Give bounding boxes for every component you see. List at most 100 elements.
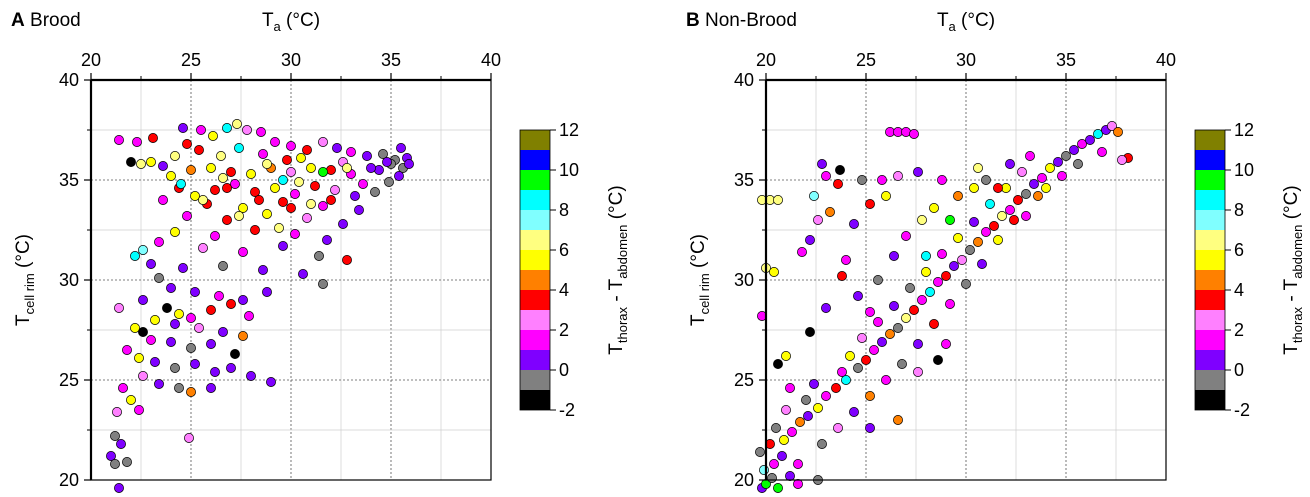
data-point — [773, 195, 783, 205]
data-point — [158, 195, 168, 205]
data-point — [1041, 183, 1051, 193]
data-point — [1077, 139, 1087, 149]
colorbar-swatch — [1195, 330, 1225, 350]
data-point — [997, 211, 1007, 221]
data-point — [170, 319, 180, 329]
data-point — [198, 195, 208, 205]
colorbar-tick-label: 0 — [1234, 360, 1244, 380]
x-tick-label: 40 — [481, 50, 501, 70]
data-point — [262, 287, 272, 297]
data-point — [937, 175, 947, 185]
x-tick-label: 25 — [856, 50, 876, 70]
data-point — [787, 427, 797, 437]
data-point — [1069, 145, 1079, 155]
data-point — [122, 457, 132, 467]
colorbar-tick-label: 6 — [1234, 240, 1244, 260]
data-point — [178, 263, 188, 273]
data-point — [877, 175, 887, 185]
data-point — [913, 167, 923, 177]
data-point — [901, 313, 911, 323]
data-point — [218, 261, 228, 271]
data-point — [126, 395, 136, 405]
y-tick-label: 40 — [59, 70, 79, 90]
y-axis-label-main: T — [688, 314, 709, 326]
data-point — [929, 319, 939, 329]
data-point — [132, 137, 142, 147]
data-point — [238, 247, 248, 257]
colorbar-tick-label: 4 — [1234, 280, 1244, 300]
data-point — [767, 473, 777, 483]
colorbar-tick-label: 0 — [559, 360, 569, 380]
data-point — [198, 243, 208, 253]
data-point — [889, 251, 899, 261]
data-point — [1005, 205, 1015, 215]
data-point — [114, 303, 124, 313]
data-point — [1073, 159, 1083, 169]
data-point — [174, 383, 184, 393]
data-point — [893, 323, 903, 333]
colorbar-label-sub-abdomen: abdomen — [1290, 225, 1305, 279]
colorbar-tick-label: 8 — [559, 200, 569, 220]
data-point — [170, 227, 180, 237]
data-point — [178, 123, 188, 133]
data-point — [835, 165, 845, 175]
data-point — [897, 359, 907, 369]
x-tick-label: 30 — [281, 50, 301, 70]
data-point — [773, 483, 783, 493]
data-point — [949, 261, 959, 271]
data-point — [338, 219, 348, 229]
data-point — [244, 311, 254, 321]
data-point — [833, 179, 843, 189]
data-point — [110, 431, 120, 441]
data-point — [194, 323, 204, 333]
data-point — [925, 287, 935, 297]
data-point — [809, 191, 819, 201]
data-point — [354, 205, 364, 215]
colorbar-swatch — [1195, 390, 1225, 410]
data-point — [921, 267, 931, 277]
y-tick-label: 30 — [734, 270, 754, 290]
data-point — [881, 375, 891, 385]
data-point — [1009, 215, 1019, 225]
colorbar-label-sub-abdomen: abdomen — [615, 225, 630, 279]
colorbar-label: Tthorax - Tabdomen (°C) — [606, 185, 630, 354]
data-point — [1017, 167, 1027, 177]
data-point — [254, 195, 264, 205]
x-tick-label: 25 — [181, 50, 201, 70]
data-point — [256, 127, 266, 137]
colorbar-swatch — [1195, 310, 1225, 330]
data-point — [182, 211, 192, 221]
data-point — [821, 391, 831, 401]
data-point — [210, 231, 220, 241]
data-point — [150, 315, 160, 325]
data-point — [957, 255, 967, 265]
data-point — [326, 195, 336, 205]
y-tick-label: 20 — [734, 470, 754, 490]
data-point — [138, 327, 148, 337]
colorbar-tick-label: 2 — [559, 320, 569, 340]
data-point — [214, 291, 224, 301]
data-point — [306, 199, 316, 209]
data-point — [290, 229, 300, 239]
data-point — [404, 159, 414, 169]
data-point — [146, 157, 156, 167]
colorbar-swatch — [1195, 250, 1225, 270]
y-tick-label: 20 — [59, 470, 79, 490]
data-point — [246, 371, 256, 381]
colorbar-swatch — [1195, 370, 1225, 390]
panel-title: A Brood — [11, 10, 81, 31]
data-point — [266, 377, 276, 387]
data-point — [1107, 121, 1117, 131]
data-point — [306, 163, 316, 173]
data-point — [166, 283, 176, 293]
colorbar-tick-label: 8 — [1234, 200, 1244, 220]
y-axis-label-sub: cell rim — [22, 273, 37, 314]
data-point — [174, 309, 184, 319]
colorbar-swatch — [520, 210, 550, 230]
data-point — [138, 371, 148, 381]
data-point — [849, 219, 859, 229]
data-point — [861, 355, 871, 365]
colorbar-frame — [519, 129, 551, 411]
data-point — [993, 183, 1003, 193]
data-point — [841, 375, 851, 385]
